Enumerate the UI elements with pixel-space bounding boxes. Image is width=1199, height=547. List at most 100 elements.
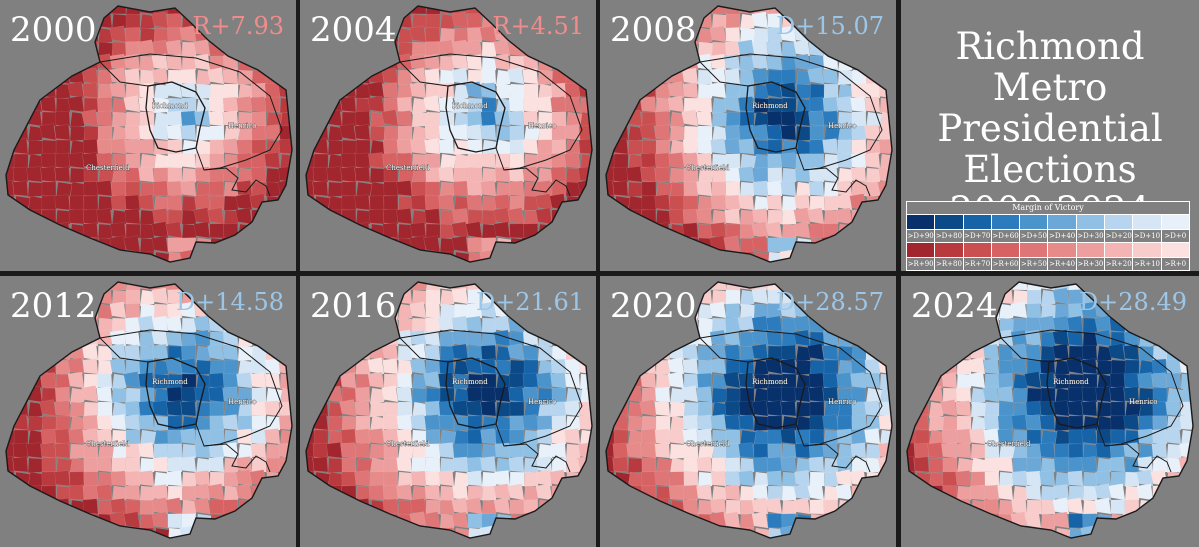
precinct	[738, 194, 755, 211]
precinct	[326, 222, 343, 239]
legend-label: >R+50	[1020, 258, 1049, 270]
precinct	[54, 222, 71, 239]
precinct	[180, 456, 197, 473]
precinct	[1026, 443, 1042, 459]
precinct	[725, 289, 741, 305]
precinct	[396, 208, 413, 225]
precinct	[578, 166, 592, 183]
precinct	[326, 264, 342, 271]
chesterfield-label: Chesterfield	[686, 164, 730, 172]
precinct	[69, 471, 85, 487]
precinct	[850, 442, 867, 459]
precinct	[864, 358, 881, 375]
precinct	[508, 540, 524, 547]
precinct	[550, 442, 567, 459]
precinct	[613, 97, 629, 113]
precinct	[1054, 541, 1069, 547]
precinct	[1066, 315, 1084, 333]
precinct	[606, 345, 615, 361]
panel-margin: D+14.58	[175, 288, 284, 316]
precinct	[564, 372, 581, 389]
precinct	[353, 343, 371, 361]
precinct	[181, 513, 197, 529]
precinct	[606, 223, 615, 239]
precinct	[250, 526, 267, 538]
precinct	[955, 400, 972, 417]
precinct	[578, 222, 592, 239]
precinct	[207, 483, 225, 501]
richmond-boundary	[745, 81, 806, 153]
precinct	[1167, 542, 1182, 547]
chesterfield-label: Chesterfield	[686, 440, 730, 448]
precinct	[551, 237, 568, 254]
precinct	[153, 541, 168, 547]
precinct	[383, 401, 399, 417]
precinct	[711, 485, 729, 503]
precinct	[481, 55, 497, 71]
precinct	[6, 386, 15, 403]
precinct	[879, 237, 892, 255]
precinct	[55, 373, 71, 389]
precinct	[306, 386, 315, 403]
precinct	[495, 237, 513, 255]
precinct	[83, 181, 99, 197]
precinct	[207, 343, 225, 361]
panel-year: 2000	[10, 10, 97, 50]
precinct	[893, 13, 896, 28]
precinct	[1151, 442, 1168, 459]
precinct	[313, 387, 329, 403]
precinct	[238, 542, 253, 547]
precinct	[640, 540, 656, 547]
precinct	[397, 125, 413, 141]
precinct	[167, 303, 183, 319]
precinct	[850, 96, 867, 113]
precinct	[580, 266, 596, 271]
precinct	[668, 428, 685, 445]
precinct	[809, 195, 825, 211]
precinct	[480, 386, 497, 403]
precinct	[312, 414, 329, 431]
precinct	[865, 527, 883, 538]
precinct	[125, 387, 141, 403]
precinct	[893, 153, 896, 168]
precinct	[251, 139, 267, 155]
metro-outline	[5, 281, 293, 539]
precinct	[1122, 511, 1140, 529]
precinct	[564, 96, 581, 113]
precinct	[294, 210, 296, 225]
precinct	[1024, 329, 1042, 347]
precinct	[54, 166, 71, 183]
precinct	[682, 208, 699, 225]
precinct	[82, 358, 99, 375]
precinct	[195, 345, 213, 363]
precinct	[181, 443, 198, 460]
precinct	[451, 67, 469, 85]
precinct	[182, 266, 196, 271]
precinct	[851, 69, 867, 85]
precinct	[55, 139, 71, 155]
precinct	[467, 167, 483, 183]
precinct	[509, 429, 525, 445]
precinct	[753, 195, 771, 213]
precinct	[550, 96, 567, 113]
precinct	[997, 386, 1014, 403]
precinct	[409, 301, 427, 319]
precinct	[251, 401, 267, 417]
precinct	[425, 457, 441, 473]
precinct	[809, 401, 825, 417]
precinct	[1067, 386, 1084, 403]
precinct	[264, 152, 281, 169]
precinct	[566, 266, 581, 271]
precinct	[496, 542, 512, 547]
precinct	[613, 387, 629, 403]
precinct	[224, 266, 240, 271]
precinct	[265, 139, 282, 156]
precinct	[439, 69, 455, 85]
precinct	[341, 181, 357, 197]
precinct	[40, 264, 56, 271]
legend-swatch	[1076, 243, 1106, 257]
precinct	[397, 401, 413, 417]
precinct	[1110, 359, 1126, 375]
precinct	[807, 343, 825, 361]
